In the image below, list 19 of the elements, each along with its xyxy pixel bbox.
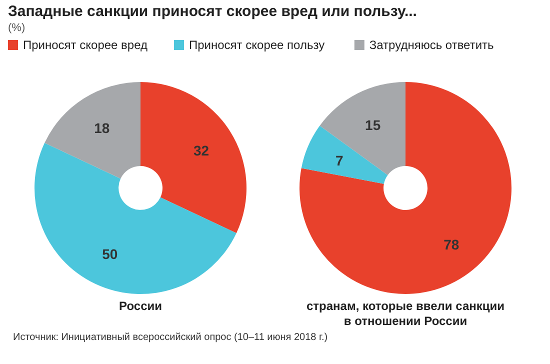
donut-slice	[34, 142, 236, 294]
data-label: 7	[336, 152, 344, 168]
chart-subtitle: (%)	[8, 22, 26, 34]
legend-label: Приносят скорее вред	[23, 38, 148, 52]
data-label: 78	[444, 236, 460, 252]
donut-slice	[300, 82, 512, 294]
text: России	[119, 299, 162, 313]
data-label: 32	[194, 142, 210, 158]
chart-title: Западные санкции приносят скорее вред или пользу...	[8, 3, 417, 20]
donut-slice	[44, 82, 140, 179]
data-label: 15	[365, 116, 381, 133]
legend-label: Приносят скорее пользу	[189, 38, 325, 52]
legend-label: Затрудняюсь ответить	[369, 38, 494, 52]
text: странам, которые ввели санкции в отношении России	[306, 299, 505, 328]
donut-slice	[140, 82, 246, 234]
text: Источник: Инициативный всероссийский опрос (10–11 июня 2018 г.)	[13, 332, 328, 343]
donut-slice	[320, 82, 406, 176]
data-label: 18	[94, 120, 110, 136]
data-label: 50	[102, 246, 118, 262]
